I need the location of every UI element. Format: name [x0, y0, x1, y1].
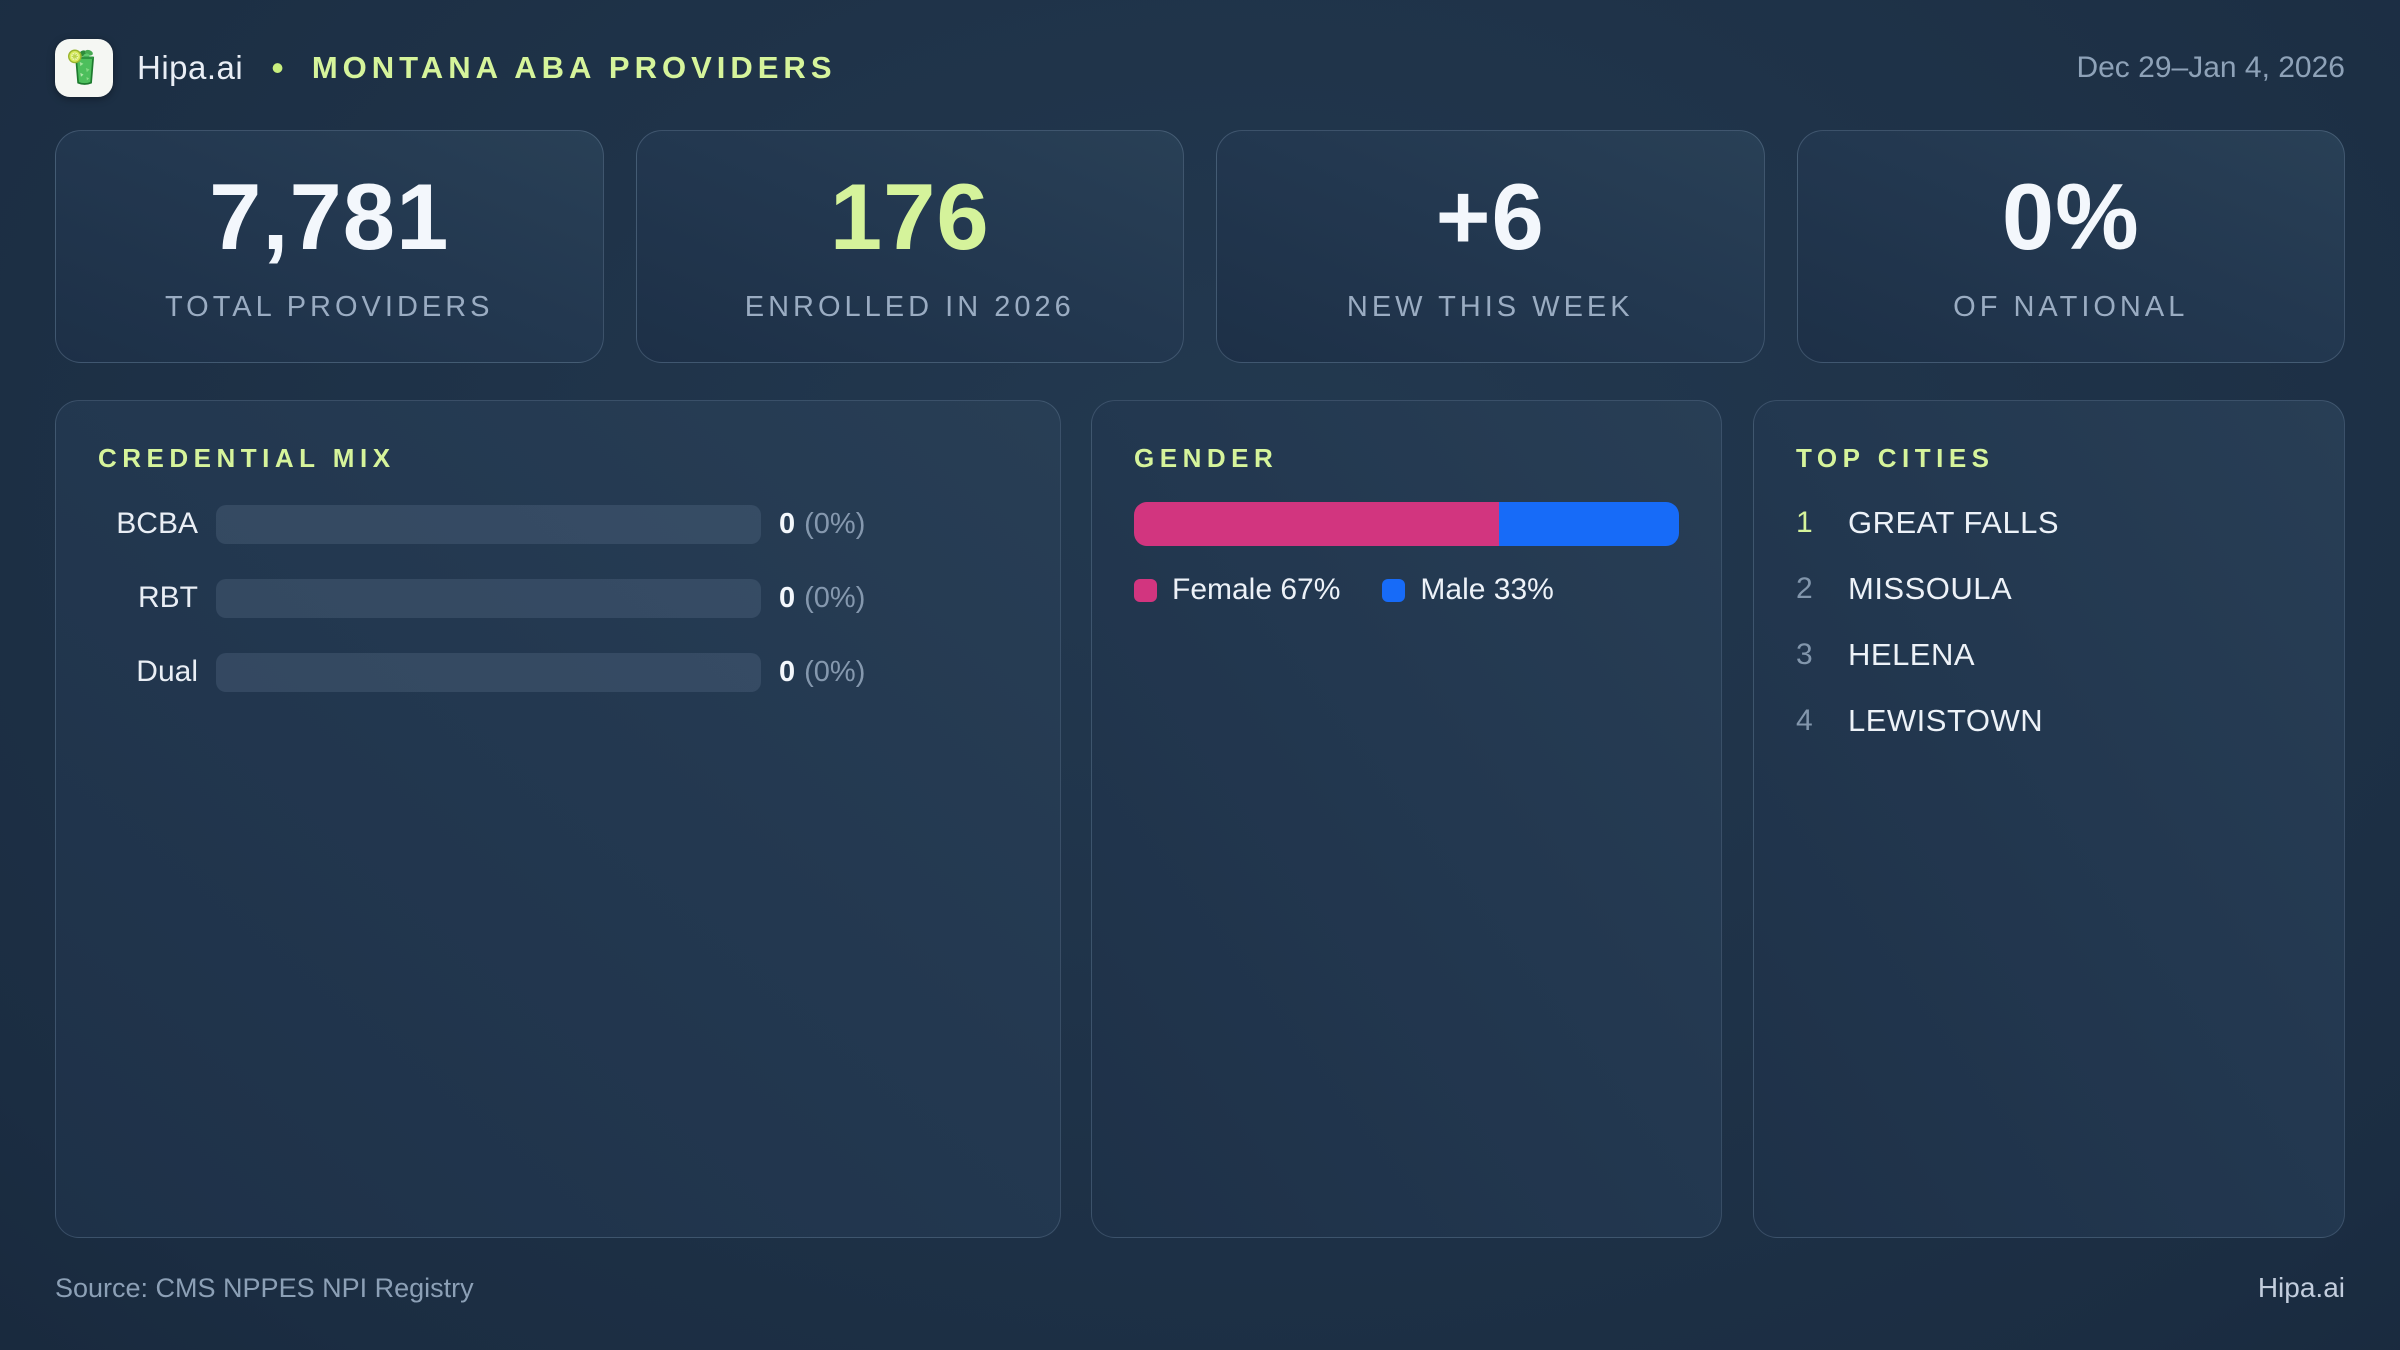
stat-card-enrolled: 176 ENROLLED IN 2026: [635, 130, 1184, 363]
stat-label: OF NATIONAL: [1953, 290, 2189, 323]
legend-label-male: Male 33%: [1420, 573, 1554, 606]
stat-card-total-providers: 7,781 TOTAL PROVIDERS: [55, 130, 604, 363]
stat-label: TOTAL PROVIDERS: [164, 290, 494, 323]
city-rank: 1: [1796, 505, 1813, 539]
credential-label: Dual: [136, 655, 198, 688]
gender-title: GENDER: [1134, 443, 1279, 473]
page-title: MONTANA ABA PROVIDERS: [311, 50, 837, 85]
stat-card-of-national: 0% OF NATIONAL: [1796, 130, 2345, 363]
credential-row-dual: Dual 0 (0%): [98, 652, 1018, 692]
brand-separator-dot: •: [271, 47, 284, 88]
city-rank: 2: [1796, 571, 1813, 605]
city-row-3: 3 HELENA: [1796, 636, 2302, 673]
footer-brand: Hipa.ai: [2257, 1272, 2345, 1303]
credential-count: 0: [779, 507, 796, 540]
mojito-glass-icon: [67, 49, 95, 85]
city-row-2: 2 MISSOULA: [1796, 570, 2302, 607]
credential-mix-panel: CREDENTIAL MIX BCBA 0 (0%) RBT 0 (0%) Dual: [55, 400, 1061, 1238]
gender-legend: Female 67% Male 33%: [1134, 573, 1679, 607]
gender-bar-female-segment: [1134, 502, 1500, 546]
credential-value: 0 (0%): [779, 656, 865, 689]
city-row-1: 1 GREAT FALLS: [1796, 504, 2302, 541]
stat-value: 7,781: [209, 163, 450, 269]
stat-value: +6: [1435, 163, 1545, 269]
credential-bar-chart: BCBA 0 (0%) RBT 0 (0%) Dual 0 (0%): [98, 504, 1018, 692]
credential-bar-track: [216, 578, 761, 618]
legend-item-female: Female 67%: [1134, 573, 1340, 607]
credential-label: RBT: [138, 581, 198, 614]
header: Hipa.ai • MONTANA ABA PROVIDERS Dec 29–J…: [55, 36, 2345, 100]
credential-value: 0 (0%): [779, 582, 865, 615]
city-name: GREAT FALLS: [1848, 504, 2060, 540]
data-source-note: Source: CMS NPPES NPI Registry: [55, 1272, 474, 1303]
male-swatch-icon: [1382, 578, 1406, 602]
credential-bar-track: [216, 652, 761, 692]
credential-mix-title: CREDENTIAL MIX: [98, 443, 396, 473]
city-name: MISSOULA: [1848, 570, 2013, 606]
credential-percent: (0%): [804, 507, 866, 540]
city-name: LEWISTOWN: [1848, 702, 2044, 738]
legend-item-male: Male 33%: [1382, 573, 1554, 607]
date-range: Dec 29–Jan 4, 2026: [2076, 51, 2345, 84]
top-cities-title: TOP CITIES: [1796, 443, 1995, 473]
credential-row-bcba: BCBA 0 (0%): [98, 504, 1018, 544]
credential-count: 0: [779, 581, 796, 614]
credential-label: BCBA: [116, 507, 198, 540]
city-rank: 3: [1796, 637, 1813, 671]
city-row-4: 4 LEWISTOWN: [1796, 702, 2302, 739]
top-cities-panel: TOP CITIES 1 GREAT FALLS 2 MISSOULA 3 HE…: [1753, 400, 2345, 1238]
stat-label: NEW THIS WEEK: [1346, 290, 1634, 323]
credential-row-rbt: RBT 0 (0%): [98, 578, 1018, 618]
credential-percent: (0%): [804, 581, 866, 614]
footer: Source: CMS NPPES NPI Registry Hipa.ai: [55, 1272, 2345, 1304]
stat-card-new-this-week: +6 NEW THIS WEEK: [1216, 130, 1765, 363]
gender-stacked-bar: [1134, 502, 1679, 546]
stat-label: ENROLLED IN 2026: [744, 290, 1075, 323]
top-cities-list: 1 GREAT FALLS 2 MISSOULA 3 HELENA 4 LEWI…: [1796, 504, 2302, 739]
city-name: HELENA: [1848, 636, 1976, 672]
credential-percent: (0%): [804, 655, 866, 688]
app-logo: [55, 39, 113, 97]
stat-value: 0%: [2001, 163, 2140, 269]
gender-bar-male-segment: [1499, 502, 1679, 546]
city-rank: 4: [1796, 703, 1813, 737]
stat-value: 176: [829, 163, 990, 269]
brand-name: Hipa.ai: [137, 49, 244, 86]
female-swatch-icon: [1134, 578, 1157, 602]
gender-panel: GENDER Female 67% Male 33%: [1091, 400, 1722, 1238]
legend-label-female: Female 67%: [1172, 573, 1341, 606]
credential-count: 0: [779, 655, 796, 688]
credential-bar-track: [216, 504, 761, 544]
stats-row: 7,781 TOTAL PROVIDERS 176 ENROLLED IN 20…: [55, 130, 2345, 363]
credential-value: 0 (0%): [779, 508, 865, 541]
